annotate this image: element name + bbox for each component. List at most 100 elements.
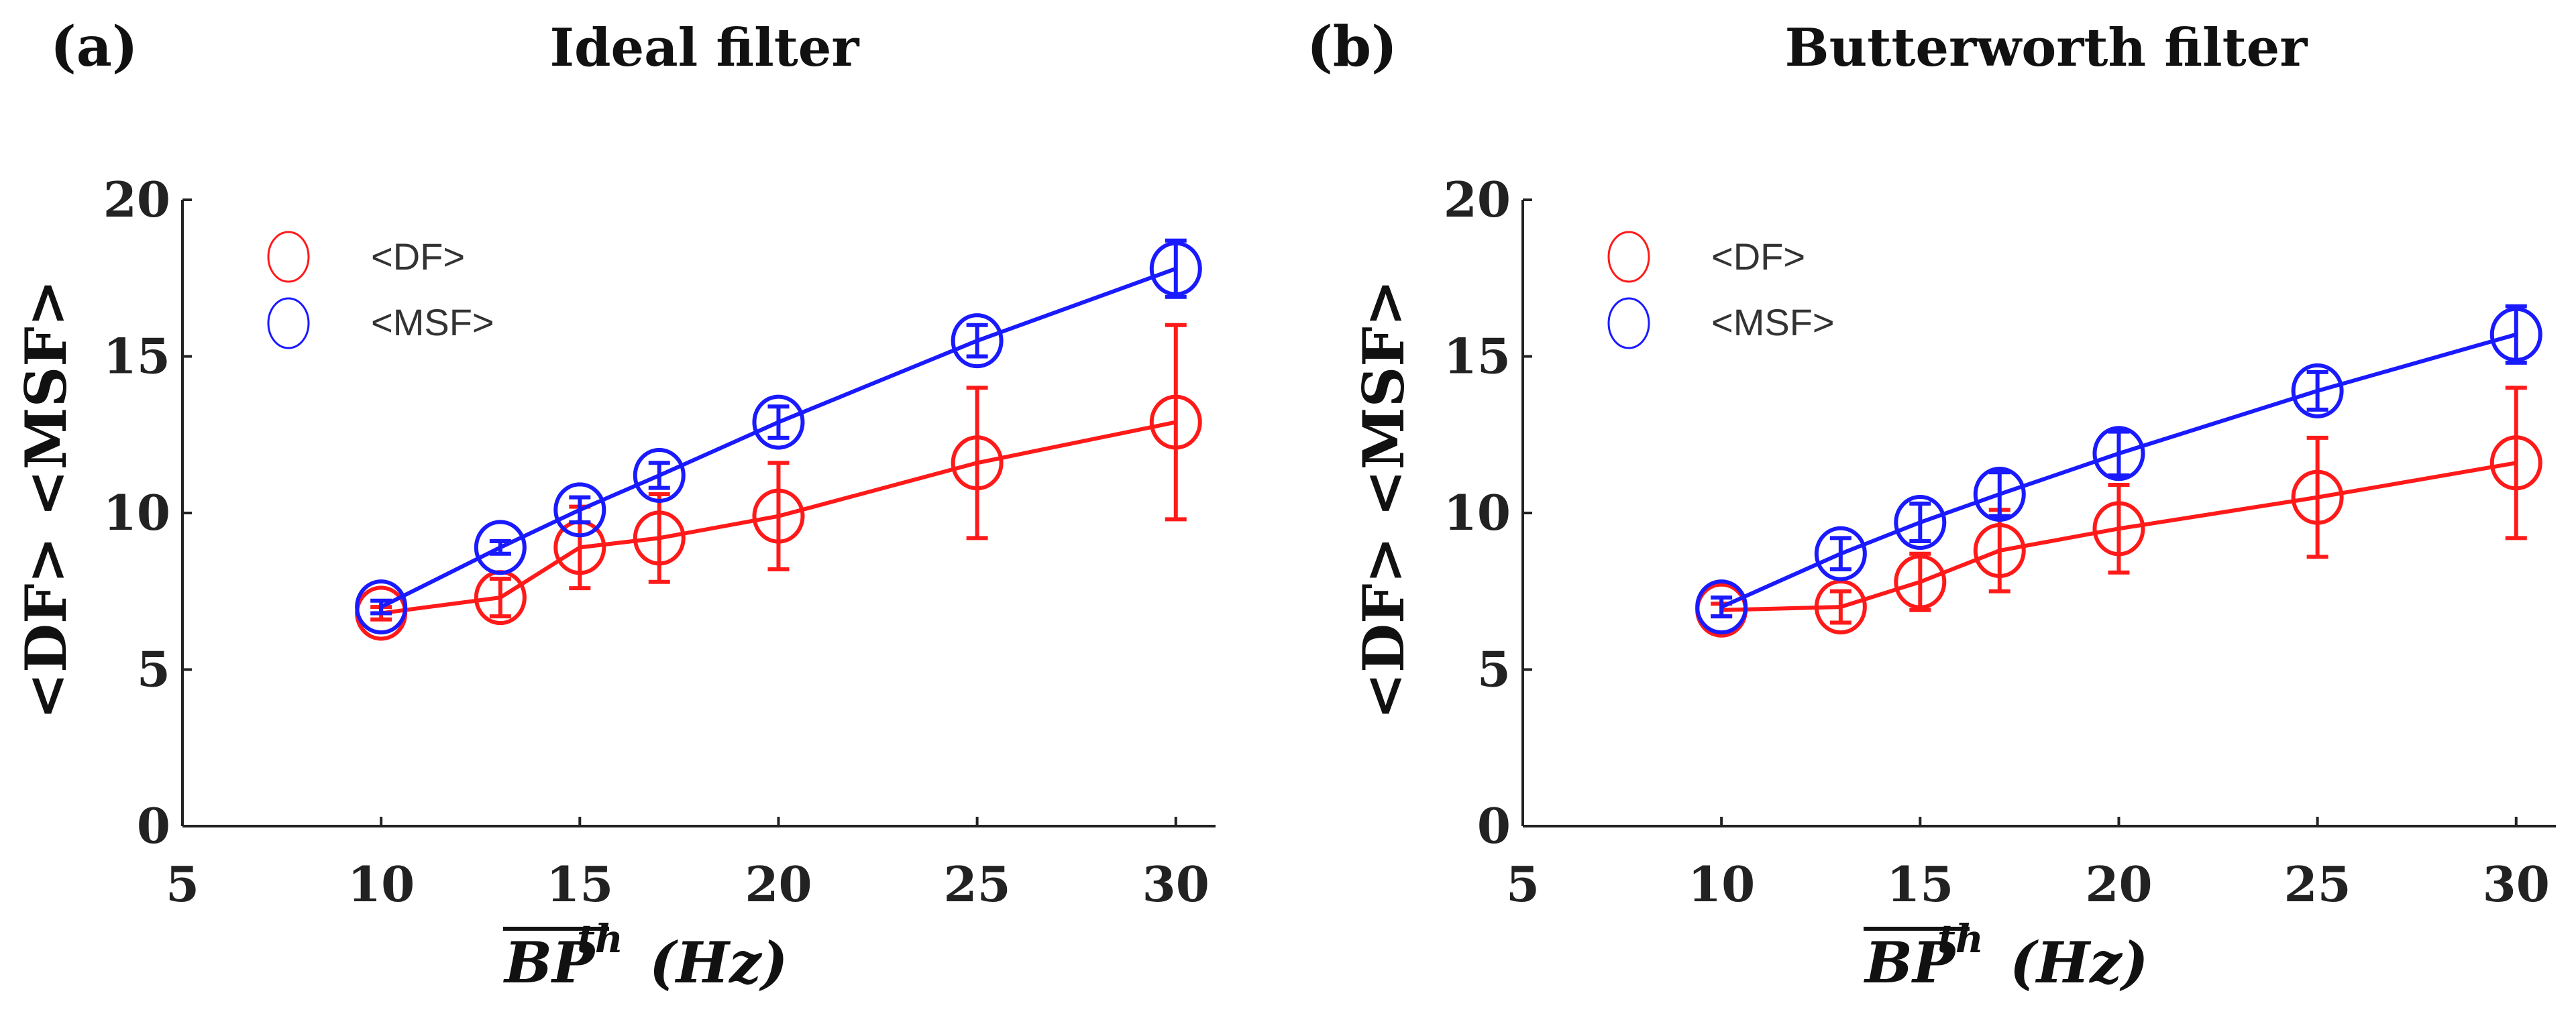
- error-bar-msf-b: [1909, 501, 1931, 544]
- error-bar-df-a: [648, 492, 670, 584]
- x-axis-label-unit-b: (Hz): [2010, 929, 2149, 996]
- legend-label-msf-a: <MSF>: [371, 301, 494, 343]
- plot-area-b: [1695, 304, 2542, 638]
- error-bar-df-b: [1829, 589, 1851, 625]
- legend-marker-msf-b: [1607, 297, 1650, 349]
- data-point-df-b: [1973, 523, 2026, 579]
- x-axis-label-sup-a: th: [577, 916, 623, 962]
- error-bar-msf-b: [2306, 369, 2328, 412]
- data-point-msf-a: [951, 313, 1004, 369]
- error-bar-msf-b: [2108, 429, 2130, 477]
- y-tick-label-a: 5: [137, 641, 170, 698]
- error-bar-msf-b: [2505, 304, 2527, 365]
- data-point-df-b: [2092, 501, 2145, 557]
- y-tick-label-a: 0: [137, 797, 170, 854]
- y-axis-label-b: <DF> <MSF>: [1350, 280, 1417, 720]
- y-tick-label-a: 10: [103, 484, 170, 541]
- legend-marker-df-b: [1607, 231, 1650, 283]
- legend-marker-msf-a: [267, 297, 310, 349]
- y-tick-label-b: 0: [1477, 797, 1511, 854]
- y-tick-label-b: 10: [1444, 484, 1511, 541]
- error-bar-msf-a: [1165, 238, 1187, 299]
- legend-label-df-b: <DF>: [1711, 235, 1805, 278]
- error-bar-df-a: [966, 386, 988, 540]
- x-axis-label-b: BP th (Hz): [1864, 916, 2149, 996]
- y-tick-label-a: 20: [103, 171, 170, 228]
- x-tick-label-b: 25: [2284, 856, 2351, 913]
- x-tick-label-b: 20: [2085, 856, 2152, 913]
- y-tick-labels-a: 0 5 10 15 20: [103, 171, 192, 854]
- error-bar-df-a: [489, 577, 511, 619]
- data-point-msf-b: [1814, 526, 1867, 581]
- panel-label-a: (a): [50, 15, 138, 79]
- x-axis-label-main-b: BP: [1864, 929, 1957, 996]
- legend-label-df-a: <DF>: [371, 235, 465, 278]
- data-point-msf-a: [1149, 241, 1202, 296]
- data-point-msf-b: [1695, 579, 1748, 635]
- data-point-msf-a: [633, 447, 686, 503]
- error-bar-df-a: [767, 461, 790, 572]
- chart-title-butterworth: Butterworth filter: [1785, 17, 2308, 78]
- legend-a: <DF> <MSF>: [267, 231, 494, 349]
- legend-label-msf-b: <MSF>: [1711, 301, 1835, 343]
- y-tick-labels-b: 0 5 10 15 20: [1444, 171, 1532, 854]
- error-bar-msf-a: [489, 539, 511, 556]
- data-point-msf-a: [474, 520, 527, 575]
- x-tick-labels-a: 5 10 15 20 25 30: [166, 817, 1210, 913]
- chart-title-ideal: Ideal filter: [549, 17, 859, 78]
- y-axis-label-a: <DF> <MSF>: [13, 280, 79, 720]
- data-point-df-a: [752, 488, 805, 544]
- legend-marker-df-a: [267, 231, 310, 283]
- error-bar-msf-b: [1829, 536, 1851, 572]
- data-point-msf-a: [553, 482, 606, 538]
- error-bar-msf-a: [767, 404, 790, 440]
- error-bar-msf-b: [1711, 595, 1733, 619]
- x-axis-label-a: BP th (Hz): [503, 916, 788, 996]
- data-point-df-b: [1894, 554, 1947, 610]
- panel-label-b: (b): [1307, 15, 1397, 79]
- data-point-msf-b: [1973, 466, 2026, 522]
- y-tick-label-a: 15: [103, 328, 170, 385]
- plot-area-a: [355, 238, 1202, 641]
- data-point-df-a: [1149, 394, 1202, 450]
- y-tick-label-b: 5: [1477, 641, 1511, 698]
- x-axis-label-unit-a: (Hz): [649, 929, 788, 996]
- x-tick-label-a: 10: [347, 856, 415, 913]
- error-bar-msf-a: [966, 323, 988, 359]
- y-tick-label-b: 15: [1444, 328, 1511, 385]
- x-tick-label-a: 25: [944, 856, 1011, 913]
- x-axis-label-sup-b: th: [1937, 916, 1984, 962]
- x-tick-label-b: 10: [1688, 856, 1755, 913]
- x-tick-label-a: 15: [546, 856, 613, 913]
- x-tick-label-a: 5: [166, 856, 199, 913]
- data-point-df-b: [1814, 579, 1867, 635]
- data-point-df-b: [2489, 435, 2542, 491]
- error-bar-msf-a: [648, 461, 670, 490]
- legend-b: <DF> <MSF>: [1607, 231, 1835, 349]
- data-point-msf-b: [2489, 306, 2542, 362]
- x-axis-label-main-a: BP: [503, 929, 596, 996]
- x-tick-label-b: 30: [2483, 856, 2550, 913]
- x-tick-label-a: 30: [1142, 856, 1210, 913]
- data-point-msf-b: [1894, 495, 1947, 551]
- data-point-df-a: [951, 435, 1004, 491]
- x-tick-label-b: 15: [1886, 856, 1953, 913]
- error-bar-msf-a: [370, 598, 392, 616]
- data-point-msf-a: [752, 394, 805, 450]
- error-bar-df-b: [2505, 386, 2527, 540]
- error-bar-df-a: [1165, 323, 1187, 522]
- error-bar-msf-b: [1988, 470, 2010, 518]
- error-bar-df-b: [1909, 551, 1931, 612]
- x-tick-labels-b: 5 10 15 20 25 30: [1506, 817, 2550, 913]
- data-point-msf-b: [2092, 426, 2145, 481]
- data-point-df-b: [2291, 469, 2344, 525]
- x-tick-label-a: 20: [745, 856, 812, 913]
- x-tick-label-b: 5: [1506, 856, 1540, 913]
- data-point-msf-b: [2291, 363, 2344, 418]
- error-bar-msf-a: [569, 495, 591, 525]
- axes-b: [1521, 200, 2556, 827]
- y-tick-label-b: 20: [1444, 171, 1511, 228]
